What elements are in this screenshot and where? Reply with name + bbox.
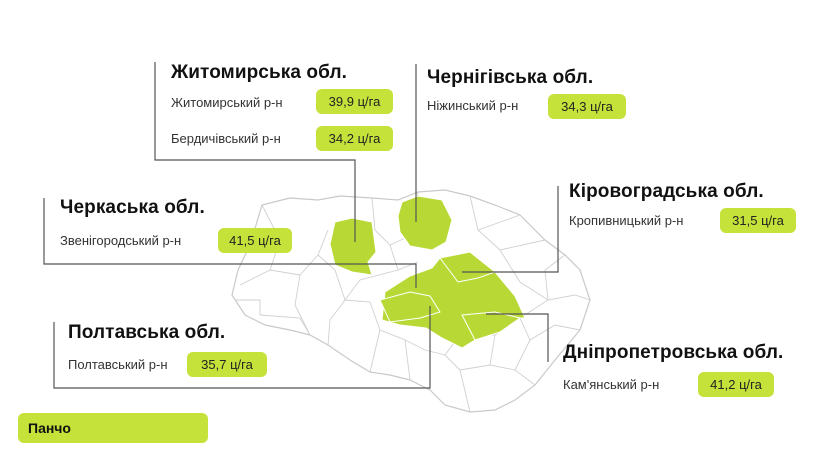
yield-badge-zhytomyr: 39,9 ц/га (316, 89, 393, 114)
oblast-title-dnipropetrovsk: Дніпропетровська обл. (563, 342, 784, 363)
yield-badge-kropyvnytskyi: 31,5 ц/га (720, 208, 796, 233)
yield-badge-zvenyhorodka: 41,5 ц/га (218, 228, 292, 253)
yield-badge-berdychiv: 34,2 ц/га (316, 126, 393, 151)
brand-label: Панчо (28, 420, 71, 436)
yield-badge-nizhyn: 34,3 ц/га (548, 94, 626, 119)
district-name-zvenyhorodka: Звенігородський р-н (60, 233, 182, 248)
poltava-district-shape (379, 291, 441, 323)
kamianske-district-shape (461, 311, 522, 341)
oblast-title-kirovohrad: Кіровоградська обл. (569, 181, 764, 202)
district-name-kamianske: Кам'янський р-н (563, 377, 660, 392)
yield-badge-kamianske: 41,2 ц/га (698, 372, 774, 397)
leader-cherkasy (43, 198, 417, 288)
highlighted-districts (329, 195, 526, 349)
district-name-poltava: Полтавський р-н (68, 357, 168, 372)
zhytomyr-district-shape (329, 217, 377, 276)
district-borders (235, 191, 591, 413)
leader-dnipro (486, 313, 549, 362)
brand-bar: Панчо (18, 413, 208, 443)
district-name-kropyvnytskyi: Кропивницький р-н (569, 213, 684, 228)
oblast-title-chernihiv: Чернігівська обл. (427, 67, 594, 88)
leader-kirovohrad (462, 186, 559, 273)
oblast-title-cherkasy: Черкаська обл. (60, 197, 205, 218)
leader-lines (43, 62, 559, 389)
nizhyn-district-shape (397, 195, 453, 251)
district-name-zhytomyr: Житомирський р-н (171, 95, 283, 110)
oblast-title-poltava: Полтавська обл. (68, 322, 226, 343)
yield-badge-poltava: 35,7 ц/га (187, 352, 267, 377)
kropyvnytskyi-district-shape (439, 251, 497, 283)
leader-poltava (53, 306, 431, 389)
leader-zhytomyr (154, 62, 356, 242)
district-name-berdychiv: Бердичівський р-н (171, 131, 281, 146)
district-name-nizhyn: Ніжинський р-н (427, 98, 519, 113)
oblast-title-zhytomyr: Житомирська обл. (171, 62, 348, 83)
